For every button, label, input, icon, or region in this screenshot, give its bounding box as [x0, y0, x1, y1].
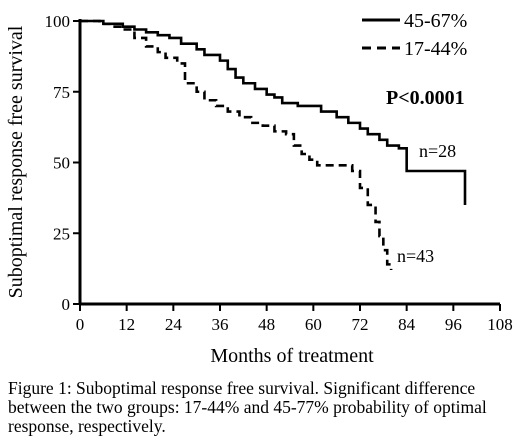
n-label-low: n=43 — [397, 246, 434, 266]
x-tick-label: 72 — [352, 315, 369, 334]
legend-label-low: 17-44% — [404, 38, 467, 60]
y-tick-label: 100 — [45, 12, 71, 31]
y-tick-label: 25 — [53, 224, 70, 243]
p-value-annotation: P<0.0001 — [386, 87, 465, 109]
chart-ticks: 0 12 24 36 48 60 72 84 96 108 0 25 50 75 100 — [45, 12, 513, 334]
x-tick-label: 24 — [165, 315, 183, 334]
x-tick-label: 36 — [212, 315, 229, 334]
x-tick-label: 84 — [398, 315, 416, 334]
y-tick-label: 0 — [62, 295, 71, 314]
x-tick-label: 0 — [76, 315, 85, 334]
x-tick-label: 48 — [258, 315, 275, 334]
survival-chart: 0 12 24 36 48 60 72 84 96 108 0 25 50 75 100 Suboptima… — [5, 10, 513, 367]
x-tick-label: 108 — [487, 315, 513, 334]
x-axis-label: Months of treatment — [210, 345, 374, 367]
n-label-high: n=28 — [419, 141, 456, 161]
x-tick-label: 12 — [118, 315, 135, 334]
legend-label-high: 45-67% — [404, 10, 467, 32]
legend: 45-67% 17-44% — [362, 10, 467, 60]
y-tick-label: 75 — [53, 83, 70, 102]
figure-caption: Figure 1: Suboptimal response free survi… — [8, 378, 487, 436]
series-line-high — [80, 19, 467, 205]
series-line-low — [80, 19, 393, 271]
y-tick-label: 50 — [53, 154, 70, 173]
chart-series — [80, 19, 467, 271]
chart-axes — [78, 19, 500, 306]
x-tick-label: 60 — [305, 315, 322, 334]
x-tick-label: 96 — [445, 315, 462, 334]
y-axis-label: Suboptimal response free survival — [5, 25, 27, 298]
